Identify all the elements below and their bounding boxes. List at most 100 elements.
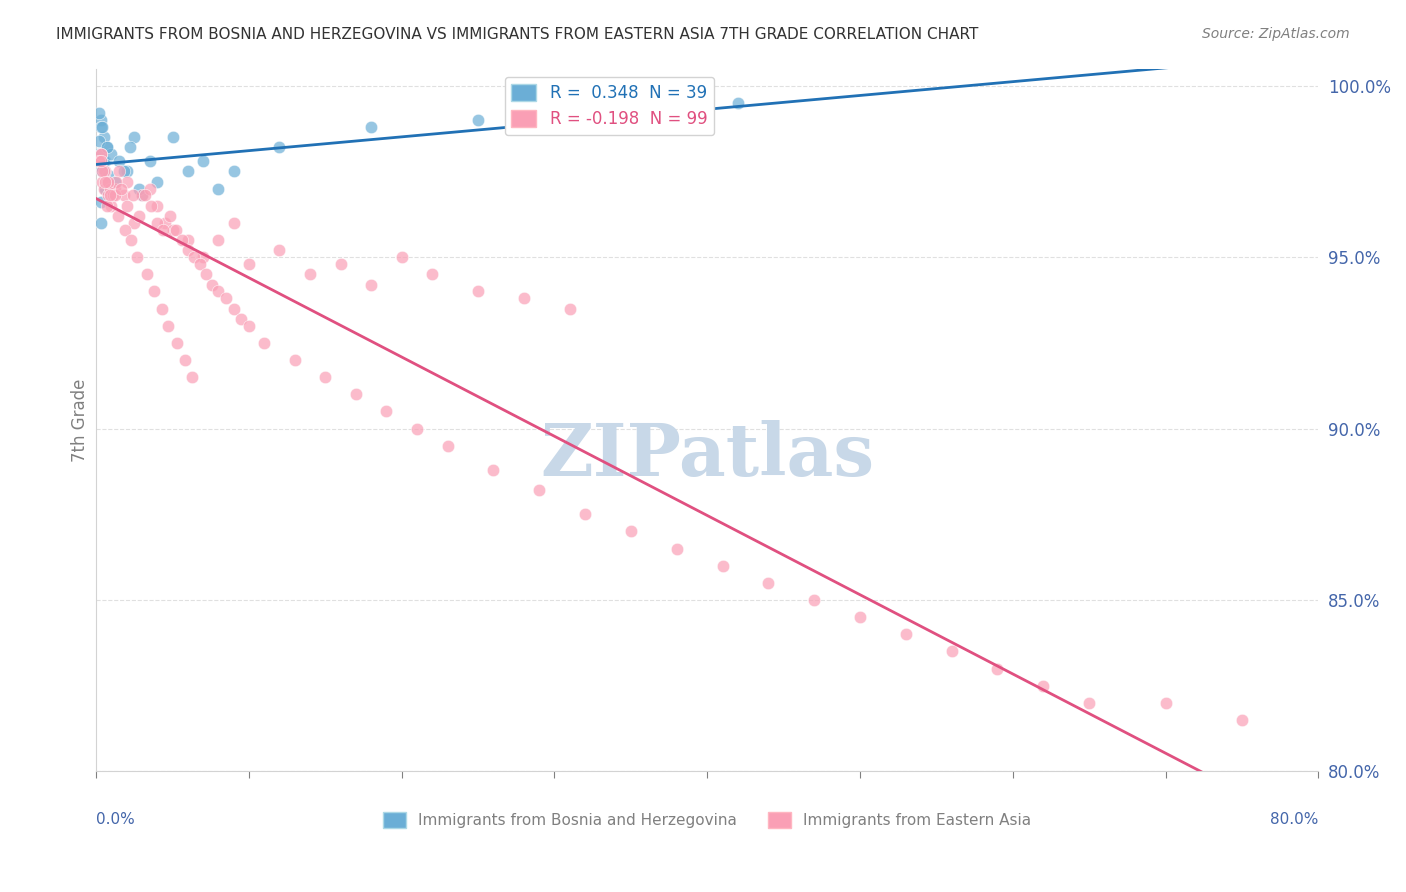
Point [344,387,367,401]
Point [159,209,181,223]
Point [90,154,112,169]
Point [96,140,118,154]
Point [269,244,291,258]
Point [1078,696,1101,710]
Point [97,168,120,182]
Text: 0.0%: 0.0% [96,813,135,828]
Point [162,130,184,145]
Point [620,524,643,539]
Point [98,181,121,195]
Point [391,250,413,264]
Point [146,199,169,213]
Point [112,164,135,178]
Point [314,370,336,384]
Point [482,463,505,477]
Point [238,257,260,271]
Point [222,216,245,230]
Point [177,233,200,247]
Point [215,291,238,305]
Point [91,164,114,178]
Point [894,627,917,641]
Point [803,593,825,607]
Text: IMMIGRANTS FROM BOSNIA AND HERZEGOVINA VS IMMIGRANTS FROM EASTERN ASIA 7TH GRADE: IMMIGRANTS FROM BOSNIA AND HERZEGOVINA V… [56,27,979,42]
Point [195,267,218,281]
Point [153,216,176,230]
Point [162,222,184,236]
Point [103,175,125,189]
Point [108,164,131,178]
Point [986,661,1008,675]
Point [941,644,963,658]
Point [100,199,122,213]
Point [97,188,120,202]
Point [89,106,111,120]
Point [91,175,114,189]
Point [299,267,322,281]
Point [105,175,128,189]
Point [222,301,245,316]
Point [150,301,173,316]
Point [253,335,276,350]
Point [89,147,111,161]
Point [201,277,224,292]
Point [143,285,166,299]
Point [93,154,115,169]
Point [89,134,111,148]
Point [141,199,163,213]
Point [108,154,131,169]
Point [284,353,307,368]
Point [138,154,160,169]
Point [207,285,229,299]
Point [138,181,160,195]
Point [436,439,458,453]
Point [96,175,118,189]
Point [727,95,749,110]
Point [90,195,112,210]
Point [146,175,169,189]
Point [156,318,179,333]
Point [231,311,253,326]
Point [188,257,211,271]
Point [146,216,169,230]
Point [131,188,153,202]
Point [107,209,129,223]
Point [177,164,200,178]
Point [124,130,146,145]
Point [665,541,688,556]
Point [849,610,872,624]
Point [329,257,352,271]
Point [756,575,779,590]
Point [120,233,142,247]
Point [467,285,489,299]
Point [170,233,193,247]
Point [527,483,550,498]
Point [222,164,245,178]
Point [96,140,118,154]
Point [110,181,132,195]
Point [94,164,117,178]
Point [90,112,112,127]
Point [121,188,143,202]
Point [128,209,150,223]
Point [420,267,443,281]
Legend: Immigrants from Bosnia and Herzegovina, Immigrants from Eastern Asia: Immigrants from Bosnia and Herzegovina, … [377,805,1038,834]
Point [1032,679,1054,693]
Point [238,318,260,333]
Point [114,222,136,236]
Point [711,558,734,573]
Point [127,250,149,264]
Point [375,404,398,418]
Point [112,188,135,202]
Point [173,353,195,368]
Point [360,120,382,134]
Point [152,222,174,236]
Point [91,161,114,175]
Point [574,507,596,521]
Point [100,147,122,161]
Point [166,335,188,350]
Point [1154,696,1177,710]
Point [131,188,153,202]
Point [124,216,146,230]
Point [118,140,141,154]
Point [97,175,120,189]
